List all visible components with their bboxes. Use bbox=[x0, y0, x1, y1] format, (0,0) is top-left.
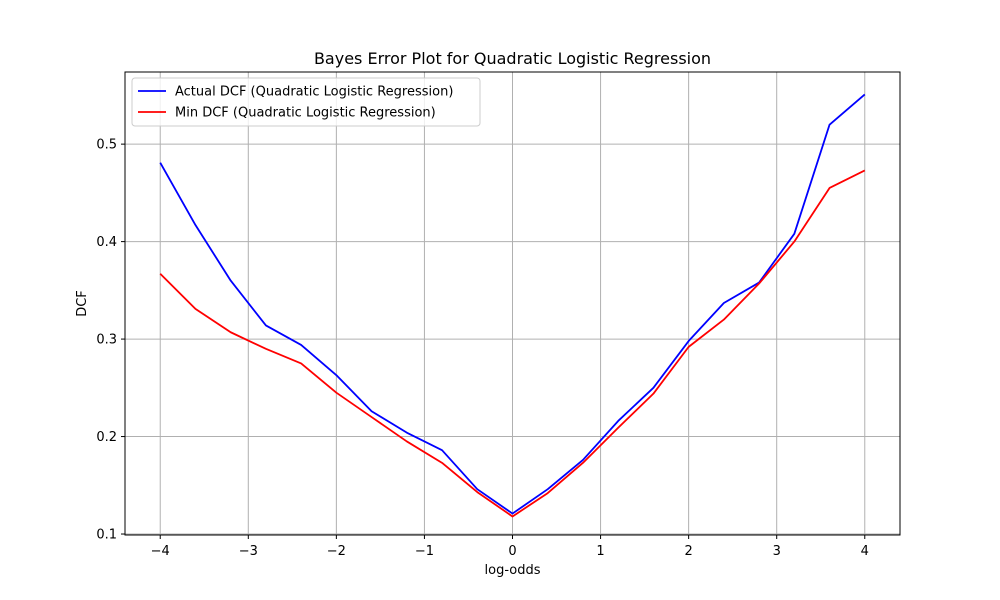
series-layer bbox=[159, 93, 866, 518]
x-tick-label: 3 bbox=[773, 544, 781, 559]
x-tick-label: 2 bbox=[684, 544, 692, 559]
y-tick-label: 0.5 bbox=[96, 138, 117, 153]
legend-label: Min DCF (Quadratic Logistic Regression) bbox=[175, 106, 436, 121]
legend: Actual DCF (Quadratic Logistic Regressio… bbox=[131, 77, 481, 127]
y-axis-title: DCF bbox=[75, 290, 90, 317]
x-tick-label: 1 bbox=[596, 544, 604, 559]
x-tick-label: −4 bbox=[151, 544, 170, 559]
x-tick-label: −1 bbox=[415, 544, 434, 559]
grid bbox=[125, 72, 900, 535]
y-tick-label: 0.3 bbox=[96, 333, 117, 348]
x-tick-label: 4 bbox=[861, 544, 869, 559]
y-tick-label: 0.4 bbox=[96, 235, 117, 250]
x-tick-label: 0 bbox=[508, 544, 516, 559]
x-axis-title: log-odds bbox=[485, 563, 541, 578]
x-tick-label: −3 bbox=[239, 544, 258, 559]
ticks: −4 −3 −2 −1 0 1 2 3 4 0.1 0.2 0.3 0.4 0.5 bbox=[96, 138, 869, 559]
series-line-min-dcf bbox=[159, 169, 866, 518]
chart-title: Bayes Error Plot for Quadratic Logistic … bbox=[314, 49, 711, 68]
series-line-actual-dcf bbox=[159, 93, 866, 515]
legend-box bbox=[131, 77, 481, 127]
y-tick-label: 0.2 bbox=[96, 430, 117, 445]
y-tick-label: 0.1 bbox=[96, 528, 117, 543]
legend-label: Actual DCF (Quadratic Logistic Regressio… bbox=[175, 85, 453, 100]
x-tick-label: −2 bbox=[327, 544, 346, 559]
